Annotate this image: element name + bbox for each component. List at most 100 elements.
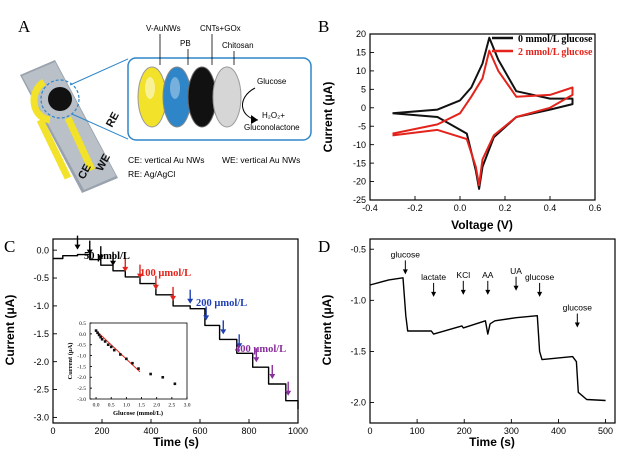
addition-arrow <box>86 240 93 255</box>
panel-a-letter: A <box>18 17 31 36</box>
inset-xtick-label: 2.0 <box>153 403 160 409</box>
b-xtick-label: -0.4 <box>362 203 378 213</box>
injection-annotation: glucose <box>525 272 555 297</box>
inset-ytick-label: 0.5 <box>79 321 86 327</box>
plot-frame-c <box>52 238 299 424</box>
layer-disc-black <box>187 66 217 128</box>
b-ytick-label: 5 <box>361 84 366 94</box>
b-xtick-label: 0.6 <box>589 203 602 213</box>
inset-xtick-label: 0.5 <box>108 403 115 409</box>
addition-arrow <box>136 264 143 279</box>
inset-ytick-label: -1.0 <box>77 353 86 359</box>
c-xtick-label: 0 <box>50 426 55 436</box>
inset-xtick-label: 2.5 <box>168 403 175 409</box>
c-xtick-label: 600 <box>192 426 207 436</box>
c-xtick-label: 800 <box>241 426 256 436</box>
addition-arrow <box>74 235 81 250</box>
b-ytick-label: -10 <box>353 140 366 150</box>
legend-b-label-1: 2 mmol/L glucose <box>518 47 593 58</box>
inset-point <box>103 340 107 343</box>
inset-point <box>149 372 152 376</box>
c-ytick-label: -1.5 <box>33 329 49 339</box>
inset-xlabel: Glucose (mmol/L) <box>113 410 163 417</box>
interference-trace <box>369 277 606 402</box>
addition-arrow <box>152 275 159 290</box>
addition-arrow <box>187 289 194 304</box>
injection-label: KCl <box>456 270 470 280</box>
inset-point <box>131 361 134 365</box>
injection-label: glucose <box>563 303 593 313</box>
b-ytick-label: -20 <box>353 177 366 187</box>
b-ytick-label: -25 <box>353 195 366 205</box>
b-ytick-label: -15 <box>353 158 366 168</box>
b-xtick-label: 0.0 <box>454 203 467 213</box>
c-xtick-label: 1000 <box>288 426 308 436</box>
injection-annotation: KCl <box>456 270 470 295</box>
injection-annotation: AA <box>482 270 494 295</box>
inset-point <box>125 357 128 361</box>
inset-xtick-label: 3.0 <box>184 403 191 409</box>
electrode-strip: CE WE RE <box>20 58 129 193</box>
xlabel-c: Time (s) <box>153 435 199 449</box>
annot-c-400: 400 μmol/L <box>235 344 286 355</box>
b-xtick-label: -0.2 <box>407 203 423 213</box>
c-xtick-label: 400 <box>143 426 158 436</box>
injection-annotation: glucose <box>563 303 593 328</box>
d-ytick-label: -1.0 <box>350 295 366 305</box>
injection-label: glucose <box>525 272 555 282</box>
note-re: RE: Ag/AgCl <box>128 169 175 179</box>
b-xtick-label: 0.2 <box>499 203 512 213</box>
addition-arrow <box>253 348 260 363</box>
panel-b-letter: B <box>318 17 329 36</box>
d-ytick-label: -0.5 <box>350 244 366 254</box>
c-ytick-label: -2.0 <box>33 357 49 367</box>
injection-label: AA <box>482 270 494 280</box>
injection-label: lactate <box>421 272 446 282</box>
d-xtick-label: 500 <box>598 426 613 436</box>
c-ytick-label: -0.5 <box>33 273 49 283</box>
inset-point <box>106 343 110 347</box>
annot-c-200: 200 μmol/L <box>196 298 247 309</box>
panel-a: A CE WE RE V-AuNWs PB CNTs+GOx Chitosan <box>18 17 312 193</box>
d-xtick-label: 100 <box>410 426 425 436</box>
inset-point <box>96 331 99 335</box>
layer-label-cnts-gox: CNTs+GOx <box>200 24 241 33</box>
injection-annotation: UA <box>510 266 522 291</box>
layer-disc-gray <box>212 66 242 128</box>
b-ytick-label: -5 <box>358 121 366 131</box>
working-electrode <box>48 87 72 111</box>
addition-arrow <box>220 320 227 335</box>
panel-d: D 0 100 200 300 400 500 -0.5 -1.0 -1.5 -2.0 gluco… <box>318 237 616 449</box>
inset-fit-line <box>95 330 141 373</box>
injection-label: UA <box>510 266 522 276</box>
inset-point <box>173 382 177 386</box>
inset-ytick-label: -3.0 <box>77 397 86 403</box>
d-xtick-label: 300 <box>504 426 519 436</box>
plot-frame-d <box>369 238 616 424</box>
inset-ytick-label: -2.0 <box>77 375 86 381</box>
b-xtick-label: 0.4 <box>544 203 557 213</box>
addition-arrow <box>285 381 292 396</box>
cv-curve-1 <box>392 49 574 187</box>
note-ce: CE: vertical Au NWs <box>128 155 205 165</box>
c-ytick-label: -2.5 <box>33 385 49 395</box>
inset-xtick-label: 0.0 <box>93 403 100 409</box>
inset-xtick-label: 1.0 <box>123 403 130 409</box>
inset-point <box>161 375 165 379</box>
layer-label-chitosan: Chitosan <box>222 41 254 50</box>
panel-b: B -0.4 -0.2 0.0 0.2 0.4 0.6 20 15 10 5 0 -5 -10 -15 -2… <box>318 17 601 232</box>
inset-ytick-label: -1.5 <box>77 364 86 370</box>
reaction-product-h2o2: H₂O₂+ <box>262 111 285 120</box>
annot-c-100: 100 μmol/L <box>140 268 191 279</box>
inset-ylabel: Current (μA) <box>67 343 74 380</box>
inset-point <box>99 335 102 339</box>
addition-arrow <box>269 364 276 379</box>
inset-point <box>100 337 104 341</box>
plot-frame-b <box>369 33 596 201</box>
inset-ytick-label: 0.0 <box>79 332 86 338</box>
c-ytick-label: 0.0 <box>36 245 49 255</box>
re-label: RE <box>104 110 122 129</box>
b-ytick-label: 0 <box>361 103 366 113</box>
addition-arrow <box>203 306 210 321</box>
